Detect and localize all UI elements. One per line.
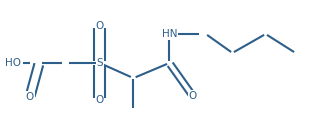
Text: O: O bbox=[96, 94, 104, 105]
Text: O: O bbox=[26, 92, 34, 102]
Text: O: O bbox=[96, 21, 104, 32]
Text: HO: HO bbox=[5, 58, 21, 68]
Text: HN: HN bbox=[162, 29, 177, 39]
Text: O: O bbox=[189, 91, 197, 101]
Text: S: S bbox=[96, 58, 103, 68]
